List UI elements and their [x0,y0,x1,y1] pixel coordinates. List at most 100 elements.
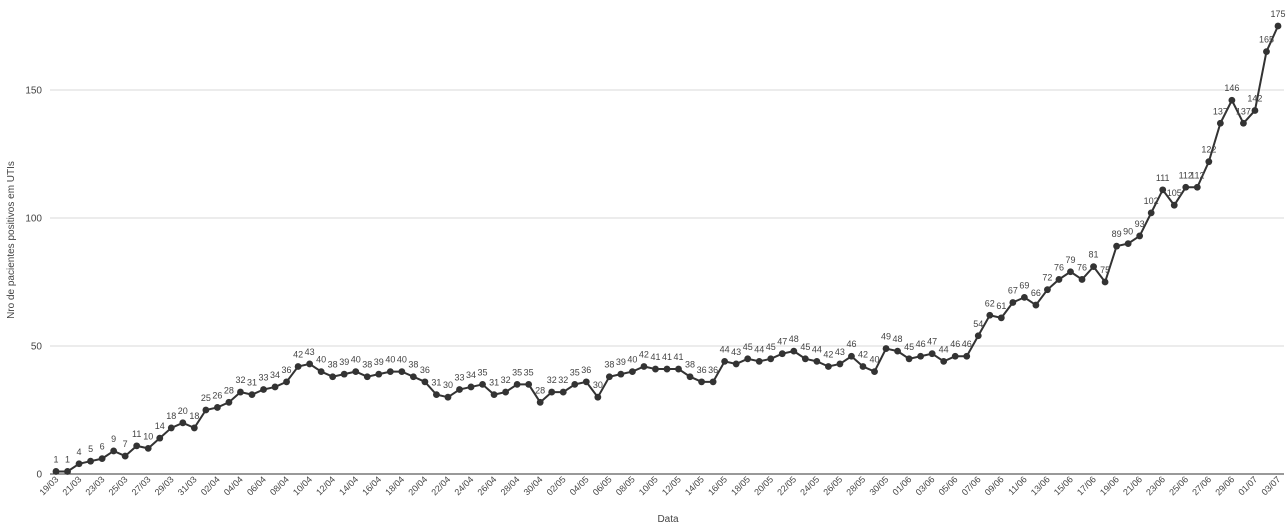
data-label: 137 [1236,106,1251,116]
data-label: 142 [1247,93,1262,103]
data-point [226,399,233,406]
data-label: 40 [351,355,361,365]
data-label: 72 [1042,273,1052,283]
data-label: 90 [1123,227,1133,237]
data-point [675,366,682,373]
data-label: 42 [858,349,868,359]
data-label: 35 [478,367,488,377]
data-label: 40 [385,355,395,365]
x-tick-label: 28/04 [499,474,522,497]
data-point [733,361,740,368]
data-label: 14 [155,421,165,431]
data-point [479,381,486,388]
data-label: 36 [282,365,292,375]
x-tick-label: 01/06 [891,474,914,497]
x-tick-label: 07/06 [960,474,983,497]
y-tick-label: 150 [25,86,42,97]
data-point [929,350,936,357]
x-tick-label: 23/03 [84,474,107,497]
data-point [318,368,325,375]
x-tick-label: 22/05 [775,474,798,497]
x-tick-label: 01/07 [1236,474,1259,497]
x-tick-label: 29/03 [153,474,176,497]
data-label: 32 [501,375,511,385]
data-point [237,389,244,396]
data-point [179,419,186,426]
data-point [410,373,417,380]
x-tick-label: 04/04 [222,474,245,497]
x-tick-label: 09/06 [983,474,1006,497]
data-label: 146 [1224,83,1239,93]
data-point [514,381,521,388]
data-label: 25 [201,393,211,403]
gridlines [50,90,1284,474]
x-tick-label: 21/06 [1121,474,1144,497]
data-point [433,391,440,398]
data-label: 30 [593,380,603,390]
data-point [64,468,71,475]
data-point [1194,184,1201,191]
data-point [191,425,198,432]
data-label: 44 [939,344,949,354]
data-label: 67 [1008,285,1018,295]
data-point [825,363,832,370]
data-label: 42 [293,349,303,359]
data-point [606,373,613,380]
data-point [560,389,567,396]
data-point [998,314,1005,321]
x-tick-label: 24/04 [452,474,475,497]
data-point [1136,233,1143,240]
data-label: 18 [166,411,176,421]
data-point [272,384,279,391]
data-label: 79 [1065,255,1075,265]
data-point [1090,263,1097,270]
data-label: 43 [305,347,315,357]
data-label: 45 [800,342,810,352]
data-point [756,358,763,365]
data-label: 137 [1213,106,1228,116]
data-label: 111 [1156,173,1170,183]
data-point [871,368,878,375]
data-label: 45 [904,342,914,352]
data-label: 1 [65,454,70,464]
data-label: 46 [846,339,856,349]
data-label: 36 [708,365,718,375]
data-label: 69 [1019,280,1029,290]
data-point [963,353,970,360]
data-point [295,363,302,370]
data-label: 28 [535,385,545,395]
x-tick-label: 03/06 [914,474,937,497]
data-label: 41 [650,352,660,362]
data-label: 42 [823,349,833,359]
data-point [1113,243,1120,250]
data-point [1263,48,1270,55]
data-point [456,386,463,393]
data-label: 7 [123,439,128,449]
data-label: 33 [454,373,464,383]
data-point [629,368,636,375]
data-labels: 1 14 5 69711 101418201825 262832 3133 343642 434… [53,9,1285,464]
data-point [1240,120,1247,127]
x-tick-label: 26/05 [821,474,844,497]
data-label: 28 [224,385,234,395]
data-point [1171,202,1178,209]
y-tick-label: 100 [25,214,42,225]
data-point [883,345,890,352]
data-point [767,355,774,362]
data-label: 42 [639,349,649,359]
data-label: 41 [674,352,684,362]
data-point [940,358,947,365]
data-label: 54 [973,319,983,329]
data-label: 46 [916,339,926,349]
x-tick-label: 25/06 [1167,474,1190,497]
data-label: 26 [212,390,222,400]
data-label: 44 [812,344,822,354]
data-label: 40 [870,355,880,365]
data-label: 34 [270,370,280,380]
data-point [986,312,993,319]
x-tick-label: 15/06 [1052,474,1075,497]
x-tick-label: 06/05 [591,474,614,497]
data-point [790,348,797,355]
x-tick-label: 29/06 [1213,474,1236,497]
